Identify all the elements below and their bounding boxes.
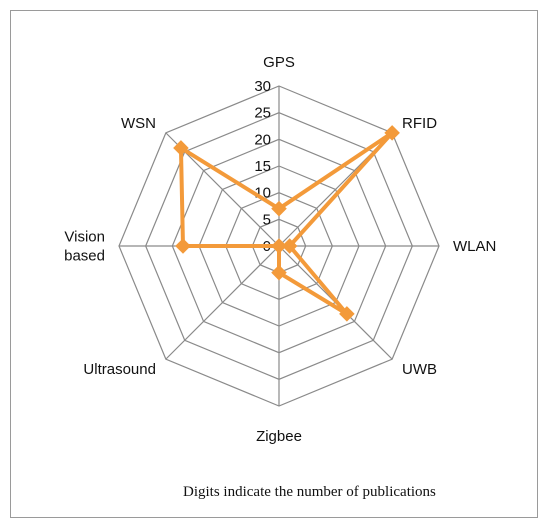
- footnote: Digits indicate the number of publicatio…: [183, 484, 436, 500]
- tick-label: 25: [254, 105, 271, 122]
- tick-label: 15: [254, 158, 271, 175]
- axis-label: UWB: [402, 361, 437, 378]
- data-point: [271, 238, 287, 254]
- chart-frame: [10, 10, 538, 518]
- axis-label: Ultrasound: [83, 361, 156, 378]
- axis-label: GPS: [263, 54, 295, 71]
- tick-label: 30: [254, 78, 271, 95]
- grid-spoke: [165, 245, 280, 360]
- axis-label: Vision based: [64, 229, 105, 265]
- data-point: [173, 140, 189, 156]
- axis-label: RFID: [402, 115, 437, 132]
- tick-label: 5: [263, 211, 271, 228]
- axis-label: Zigbee: [256, 428, 302, 445]
- series-line: [178, 130, 395, 316]
- axis-label: WSN: [121, 115, 156, 132]
- data-point: [281, 238, 298, 254]
- radar-axis-labels: GPS RFID WLAN UWB Zigbee Ultrasound Vision base…: [64, 54, 496, 445]
- tick-label: 20: [254, 131, 271, 148]
- data-point: [271, 200, 287, 217]
- data-point: [175, 238, 191, 254]
- axis-label: WLAN: [453, 238, 496, 255]
